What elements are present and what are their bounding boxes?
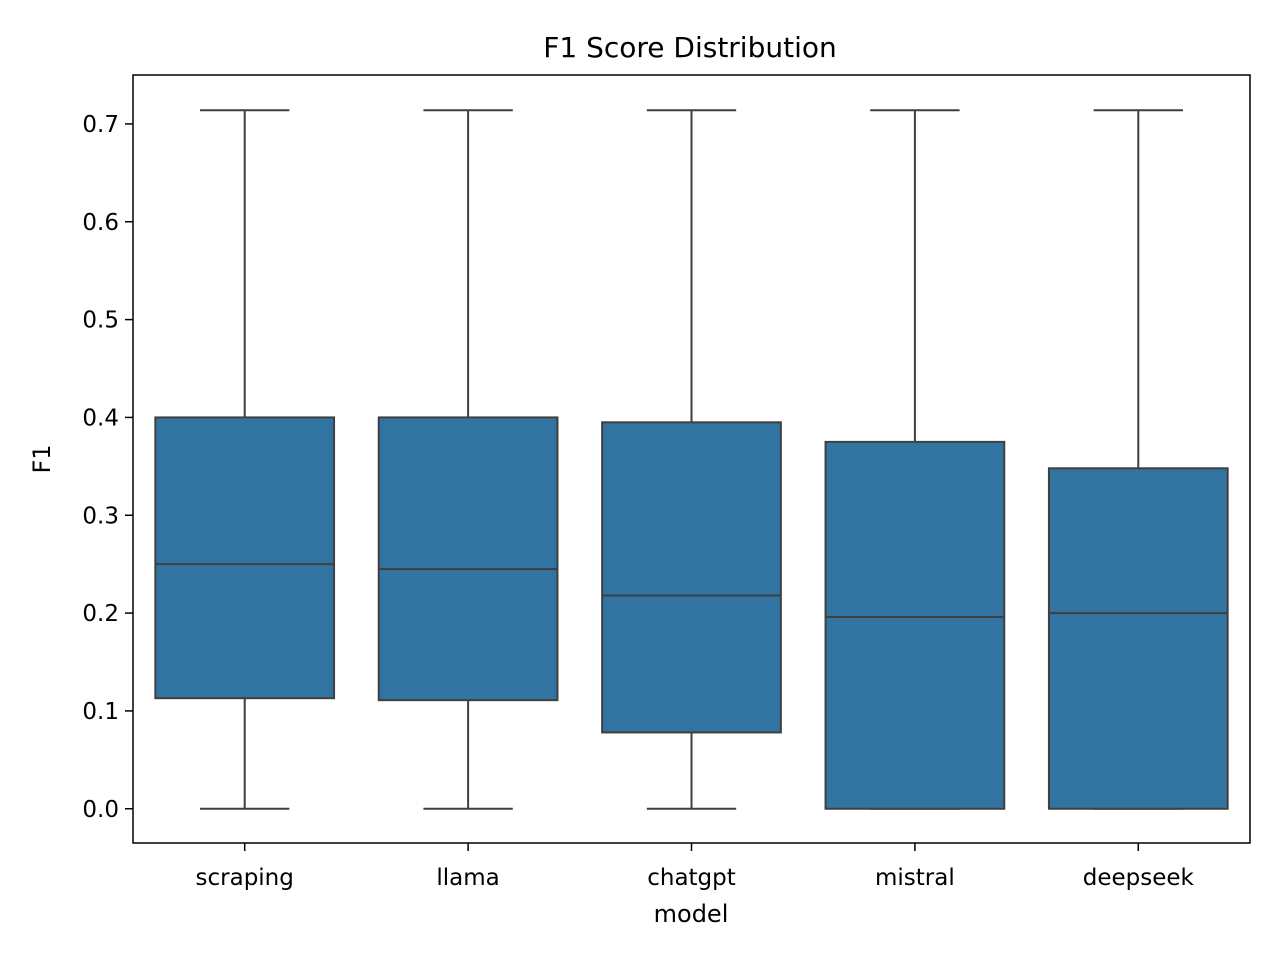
x-axis: scraping llama chatgpt mistral deepseek: [196, 843, 1195, 891]
box-scraping: [154, 109, 336, 810]
y-tick-label: 0.1: [82, 699, 119, 725]
box-body: [1047, 467, 1229, 810]
box-deepseek: [1047, 109, 1229, 810]
y-axis-title: F1: [28, 444, 56, 473]
x-axis-title: model: [654, 900, 729, 928]
y-tick-label: 0.2: [82, 601, 119, 627]
box-body: [601, 421, 782, 734]
y-tick-label: 0.5: [82, 308, 119, 334]
x-tick-label-llama: llama: [436, 865, 499, 891]
box-body: [377, 416, 559, 702]
y-tick-label: 0.0: [82, 797, 119, 823]
x-tick-label-chatgpt: chatgpt: [647, 865, 736, 891]
x-tick-label-scraping: scraping: [196, 865, 294, 891]
box-body: [154, 416, 336, 700]
chart-title: F1 Score Distribution: [543, 31, 837, 64]
plot-area: [154, 109, 1229, 810]
box-llama: [377, 109, 559, 810]
y-tick-label: 0.7: [82, 112, 119, 138]
box-chatgpt: [601, 109, 782, 810]
box-mistral: [824, 109, 1006, 810]
y-axis: 0.0 0.1 0.2 0.3 0.4 0.5 0.6 0.7: [82, 112, 133, 823]
x-tick-label-deepseek: deepseek: [1083, 865, 1195, 891]
y-tick-label: 0.3: [82, 503, 119, 529]
y-tick-label: 0.4: [82, 405, 119, 431]
y-tick-label: 0.6: [82, 210, 119, 236]
box-body: [824, 440, 1006, 810]
x-tick-label-mistral: mistral: [875, 865, 955, 891]
